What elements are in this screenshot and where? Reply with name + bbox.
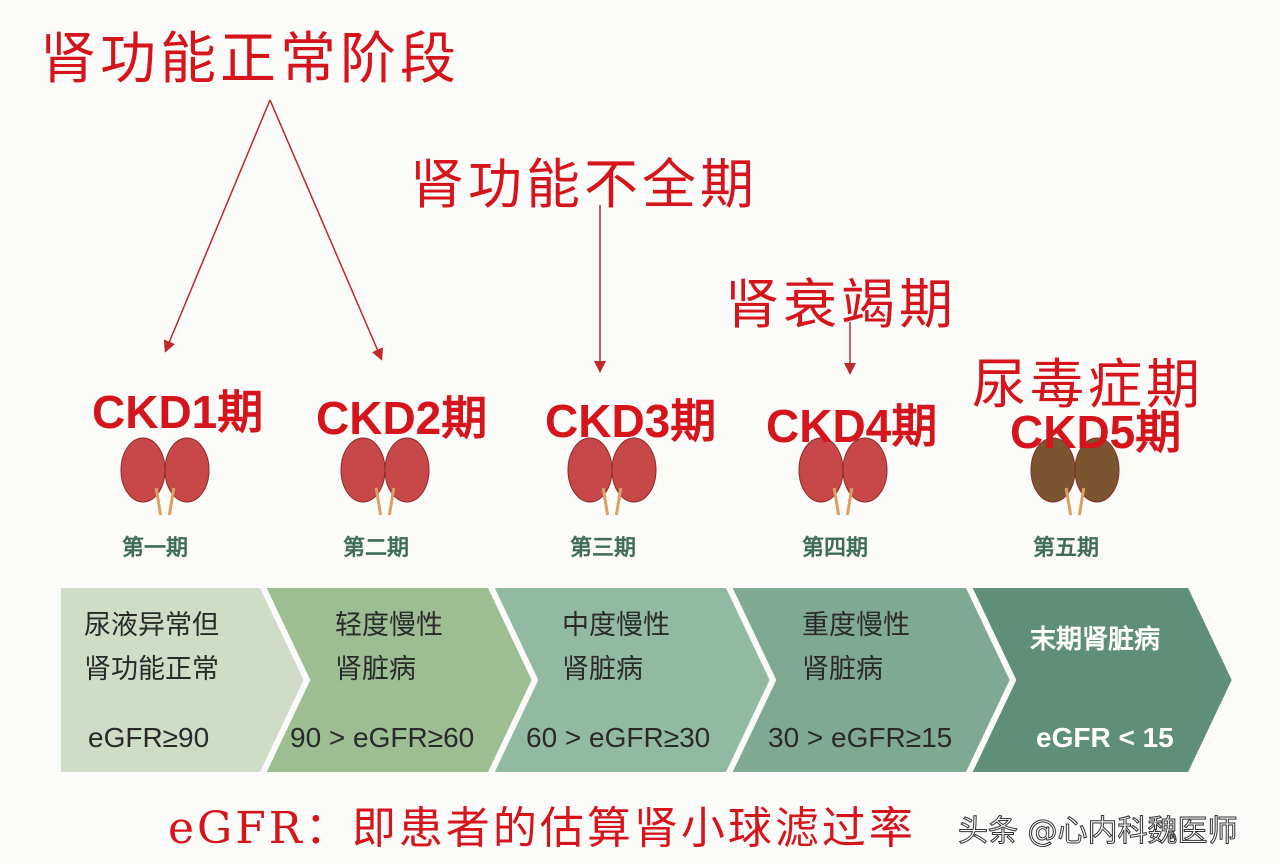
desc-line: 肾脏病 xyxy=(562,654,643,685)
kidney-icon xyxy=(611,437,657,503)
ckd1-label: CKD1期 xyxy=(92,386,264,438)
stage-5-label: 第五期 xyxy=(1033,536,1100,561)
ureter-icon xyxy=(1077,487,1086,516)
stage-5-egfr: eGFR < 15 xyxy=(1036,722,1174,753)
ureter-icon xyxy=(614,487,623,516)
ureter-icon xyxy=(1064,487,1073,516)
ckd2-label: CKD2期 xyxy=(316,392,488,444)
ckd5-label: CKD5期 xyxy=(1010,406,1182,458)
stage-1-description: 尿液异常但肾功能正常 xyxy=(84,604,219,692)
stage-2-label: 第二期 xyxy=(343,536,410,561)
ureter-icon xyxy=(374,487,383,516)
kidney-icon xyxy=(164,437,210,503)
desc-line: 中度慢性 xyxy=(562,610,670,641)
stage-4-egfr: 30 > eGFR≥15 xyxy=(768,722,953,753)
ureter-icon xyxy=(832,487,841,516)
desc-line: 肾脏病 xyxy=(802,654,883,685)
kidney-icon xyxy=(384,437,430,503)
ureter-icon xyxy=(601,487,610,516)
pointer-line-ckd1 xyxy=(163,99,271,353)
desc-line: 尿液异常但 xyxy=(84,610,219,641)
stage-4-description: 重度慢性 肾脏病 xyxy=(802,604,910,692)
ureter-icon xyxy=(387,487,396,516)
stage-5-chevron xyxy=(963,582,1239,778)
ckd3-label: CKD3期 xyxy=(545,395,717,447)
heading-normal-phase: 肾功能正常阶段 xyxy=(40,27,460,92)
stage-3-description: 中度慢性 肾脏病 xyxy=(562,604,670,692)
ureter-icon xyxy=(154,487,163,516)
stage-3-egfr: 60 > eGFR≥30 xyxy=(526,722,711,753)
desc-line: 轻度慢性 xyxy=(335,610,443,641)
desc-line: 肾脏病 xyxy=(335,654,416,685)
watermark: 头条 @心内科魏医师 xyxy=(958,814,1239,850)
pointer-line-ckd2 xyxy=(269,99,383,361)
desc-line: 重度慢性 xyxy=(802,610,910,641)
ureter-icon xyxy=(167,487,176,516)
kidney-icon xyxy=(842,437,888,503)
egfr-footnote: eGFR：即患者的估算肾小球滤过率 xyxy=(168,803,916,854)
stage-2-description: 轻度慢性 肾脏病 xyxy=(335,604,443,692)
stage-1-label: 第一期 xyxy=(122,536,189,561)
stage-2-egfr: 90 > eGFR≥60 xyxy=(290,722,475,753)
desc-line: 肾功能正常 xyxy=(84,654,219,685)
heading-uremia-phase: 尿毒症期 xyxy=(972,353,1204,416)
stage-5-description: 末期肾脏病 xyxy=(1030,625,1161,655)
kidney-icon xyxy=(1074,437,1120,503)
heading-failure-phase: 肾衰竭期 xyxy=(725,273,957,336)
stage-3-label: 第三期 xyxy=(570,536,637,561)
heading-insufficiency-phase: 肾功能不全期 xyxy=(410,153,758,216)
stage-4-label: 第四期 xyxy=(802,536,869,561)
ckd4-label: CKD4期 xyxy=(766,400,938,452)
ureter-icon xyxy=(845,487,854,516)
stage-1-egfr: eGFR≥90 xyxy=(88,722,210,753)
